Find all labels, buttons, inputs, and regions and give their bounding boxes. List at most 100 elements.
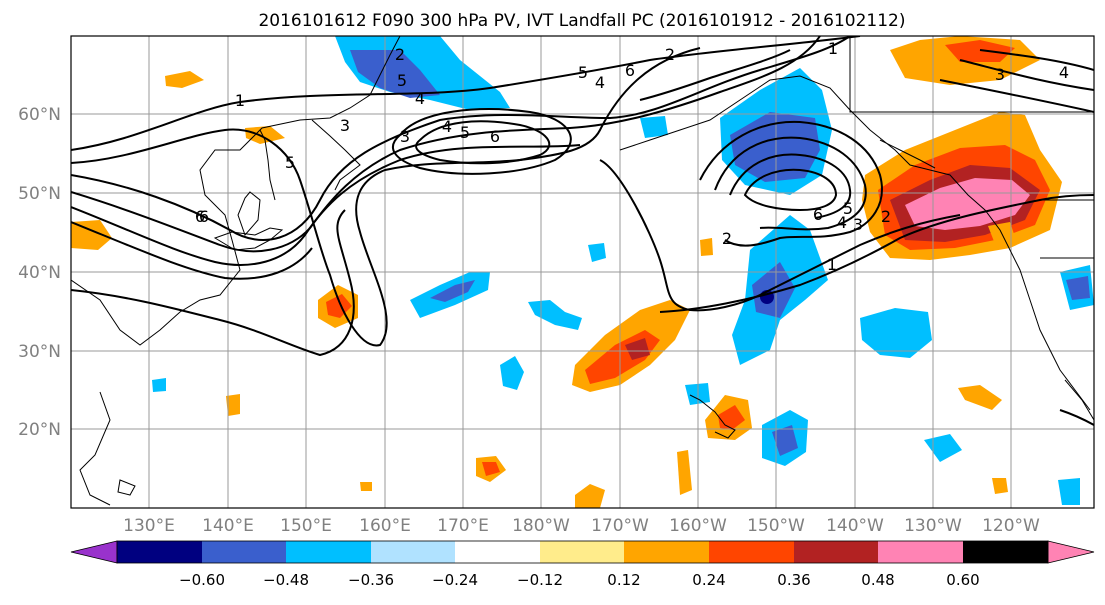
contour-label: 4 (415, 89, 425, 108)
contour-label: 4 (595, 73, 605, 92)
positive-anomaly-region (992, 478, 1008, 494)
colorbar-segment (117, 541, 202, 563)
contour-label: 1 (827, 255, 837, 274)
contour-label: 4 (442, 117, 452, 136)
pv-contours (71, 36, 1094, 426)
lon-label: 120°W (982, 516, 1040, 536)
contour-label: 1 (235, 91, 245, 110)
lat-label: 50°N (18, 184, 61, 204)
contour-label: 5 (397, 71, 407, 90)
colorbar-outline (116, 540, 1049, 564)
contour-label: 4 (837, 213, 847, 232)
colorbar-extend-max (1047, 540, 1095, 564)
contour-label: 5 (578, 63, 588, 82)
positive-anomaly-region (71, 220, 112, 250)
positive-anomaly-region (165, 71, 204, 88)
contour-label: 3 (400, 127, 410, 146)
positive-anomaly-region (360, 482, 372, 491)
colorbar-ticks: −0.60 −0.48 −0.36 −0.24 −0.12 0.12 0.24 … (179, 571, 980, 589)
positive-anomaly-region (245, 126, 285, 144)
positive-anomaly-region (226, 394, 240, 416)
negative-anomaly-region (1058, 478, 1080, 505)
contour-label: 1 (828, 39, 838, 58)
contour-label: 6 (625, 61, 635, 80)
colorbar-segment (540, 541, 624, 563)
negative-anomaly-core (772, 425, 798, 456)
contour-label: 2 (722, 229, 732, 248)
colorbar-tick-label: −0.60 (179, 571, 225, 589)
contour-label-group: 1 3 5 6 4 5 6 6 2 6 5 4 3 2 1 2 3 4 6 5 (195, 39, 1069, 274)
contour-label: 2 (881, 207, 891, 226)
positive-anomaly-region (482, 462, 500, 476)
negative-anomaly-region (860, 308, 932, 358)
coastlines (71, 36, 1094, 506)
colorbar-segment (371, 541, 455, 563)
contour-label: 6 (813, 205, 823, 224)
lon-label: 130°W (904, 516, 962, 536)
lon-label: 180°W (512, 516, 570, 536)
positive-anomaly-region (718, 405, 745, 430)
colorbar-tick-label: −0.48 (263, 571, 309, 589)
latitude-labels: 60°N 50°N 40°N 30°N 20°N (18, 105, 61, 440)
lat-label: 20°N (18, 420, 61, 440)
colorbar-segment (455, 541, 540, 563)
contour-label: 2 (395, 45, 405, 64)
colorbar-tick-label: −0.24 (432, 571, 478, 589)
contour-label: 6 (195, 207, 205, 226)
colorbar-segment (286, 541, 371, 563)
positive-anomaly-region (326, 294, 352, 318)
contour-label: 5 (843, 199, 853, 218)
lon-label: 160°E (359, 516, 411, 536)
positive-anomaly-region (677, 450, 692, 495)
colorbar-segment (794, 541, 878, 563)
figure-title: 2016101612 F090 300 hPa PV, IVT Landfall… (258, 11, 905, 31)
lon-label: 170°W (591, 516, 649, 536)
colorbar-segment (624, 541, 709, 563)
positive-anomaly-region (958, 385, 1002, 410)
negative-anomaly-core (350, 50, 440, 98)
map-frame (70, 35, 1095, 509)
colorbar-tick-label: −0.12 (517, 571, 563, 589)
colorbar-segment (878, 541, 963, 563)
negative-anomaly-region (640, 116, 668, 138)
contour-label: 6 (199, 207, 209, 226)
colorbar-tick-label: 0.24 (692, 571, 725, 589)
lon-label: 150°W (747, 516, 805, 536)
colorbar-tick-label: 0.12 (607, 571, 640, 589)
lon-label: 130°E (123, 516, 175, 536)
colorbar-extend-min (70, 540, 118, 564)
colorbar-tick-label: 0.36 (777, 571, 810, 589)
colorbar-segment (709, 541, 794, 563)
contour-label: 6 (490, 127, 500, 146)
longitude-labels: 130°E 140°E 150°E 160°E 170°E 180°W 170°… (123, 516, 1040, 536)
contour-label: 4 (1059, 63, 1069, 82)
colorbar-tick-label: 0.60 (946, 571, 979, 589)
negative-anomaly-region (500, 356, 524, 390)
contour-label: 3 (995, 65, 1005, 84)
contour-label: 5 (460, 123, 470, 142)
colorbar: −0.60 −0.48 −0.36 −0.24 −0.12 0.12 0.24 … (70, 540, 1095, 589)
negative-anomaly-core (752, 262, 795, 318)
graticule (71, 36, 1094, 508)
negative-anomaly-region (152, 378, 166, 392)
lon-label: 160°W (669, 516, 727, 536)
positive-anomaly-core (625, 338, 650, 360)
lat-label: 30°N (18, 342, 61, 362)
positive-anomaly-core (905, 178, 1030, 230)
colorbar-segment (202, 541, 286, 563)
map-panel: 1 3 5 6 4 5 6 6 2 6 5 4 3 2 1 2 3 4 6 5 (70, 35, 1095, 509)
colorbar-tick-label: 0.48 (861, 571, 894, 589)
contour-label: 5 (285, 153, 295, 172)
colorbar-segment (963, 541, 1048, 563)
lat-label: 40°N (18, 263, 61, 283)
contour-label: 3 (340, 116, 350, 135)
positive-anomaly-region (700, 238, 713, 256)
positive-anomaly-region (575, 484, 605, 508)
lon-label: 170°E (437, 516, 489, 536)
negative-anomaly-core (430, 280, 475, 302)
lon-label: 150°E (280, 516, 332, 536)
contour-label: 3 (853, 215, 863, 234)
lon-label: 140°W (826, 516, 884, 536)
colorbar-tick-label: −0.36 (348, 571, 394, 589)
negative-anomaly-core (1066, 276, 1090, 300)
